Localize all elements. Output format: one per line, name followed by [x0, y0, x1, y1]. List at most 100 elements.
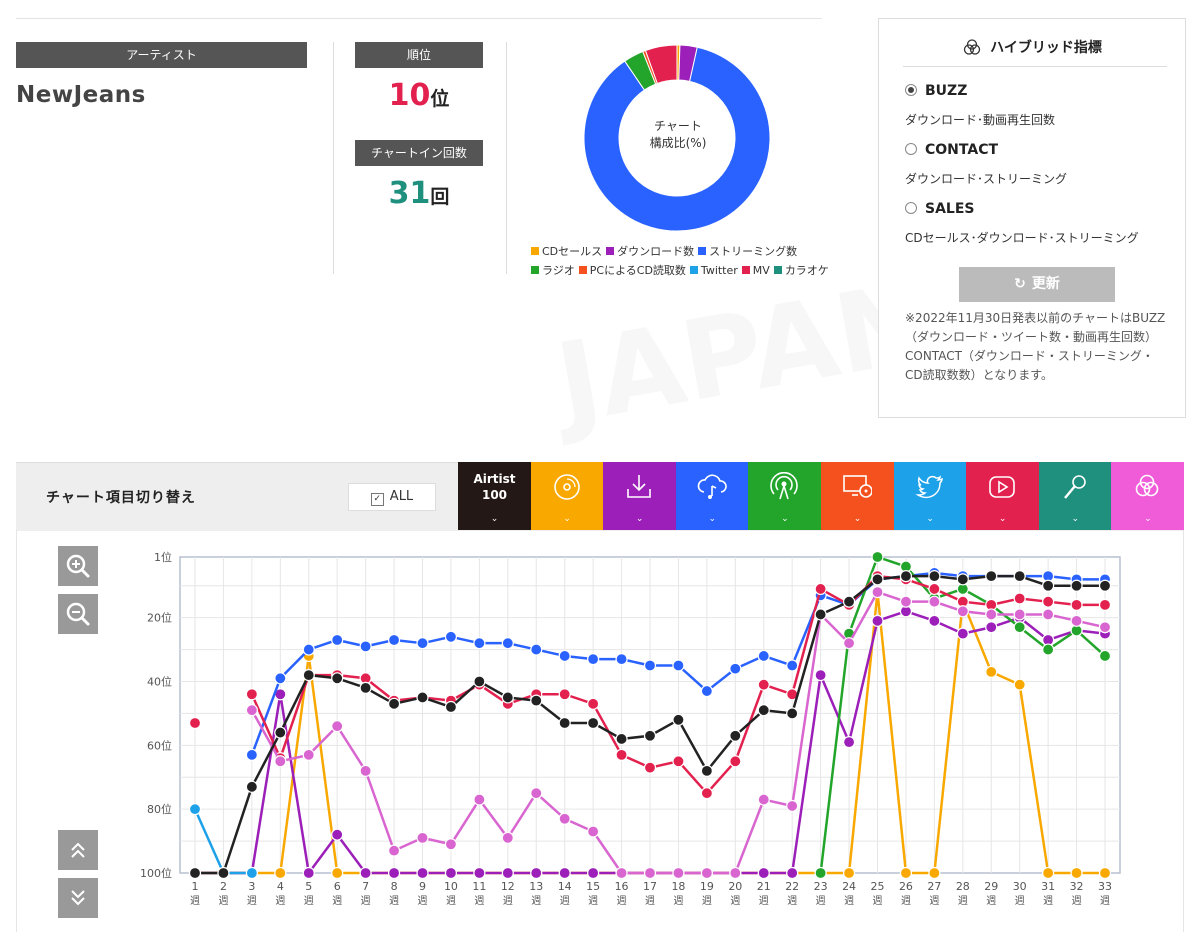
data-point-streaming[interactable]	[729, 662, 742, 675]
data-point-airtist[interactable]	[188, 866, 202, 880]
data-point-hybrid[interactable]	[387, 844, 401, 857]
zoom-in-button[interactable]	[58, 546, 98, 586]
data-point-mv[interactable]	[1042, 595, 1055, 608]
refresh-button[interactable]: ↻ 更新	[959, 267, 1115, 302]
data-point-mv[interactable]	[700, 787, 713, 800]
data-point-download[interactable]	[871, 614, 884, 627]
data-point-airtist[interactable]	[416, 691, 429, 704]
data-point-hybrid[interactable]	[416, 831, 429, 844]
data-point-airtist[interactable]	[985, 570, 998, 583]
data-point-airtist[interactable]	[217, 866, 230, 880]
data-point-hybrid[interactable]	[274, 755, 287, 768]
radio-indicator[interactable]	[905, 84, 917, 96]
data-point-airtist[interactable]	[444, 700, 458, 714]
all-checkbox[interactable]: ✓ ALL	[348, 483, 436, 511]
data-point-download[interactable]	[359, 866, 372, 880]
scroll-bottom-button[interactable]	[58, 878, 98, 918]
data-point-download[interactable]	[928, 614, 941, 627]
tab-cd-sales[interactable]: ⌄	[530, 462, 604, 530]
data-point-mv[interactable]	[672, 755, 685, 768]
data-point-twitter[interactable]	[188, 803, 202, 816]
data-point-hybrid[interactable]	[302, 748, 315, 761]
data-point-streaming[interactable]	[700, 684, 713, 698]
data-point-airtist[interactable]	[1070, 579, 1083, 592]
data-point-mv[interactable]	[757, 678, 770, 691]
data-point-download[interactable]	[473, 866, 486, 880]
data-point-hybrid[interactable]	[1013, 608, 1026, 621]
radio-indicator[interactable]	[905, 202, 917, 214]
data-point-mv[interactable]	[814, 582, 827, 596]
data-point-airtist[interactable]	[302, 669, 315, 682]
zoom-out-button[interactable]	[58, 594, 98, 634]
data-point-download[interactable]	[530, 866, 543, 880]
data-point-airtist[interactable]	[871, 573, 884, 586]
data-point-airtist[interactable]	[672, 713, 685, 726]
tab-karaoke[interactable]: ⌄	[1038, 462, 1112, 530]
data-point-streaming[interactable]	[331, 633, 344, 647]
data-point-download[interactable]	[387, 866, 401, 880]
data-point-cd[interactable]	[1098, 866, 1112, 880]
data-point-mv[interactable]	[643, 761, 657, 774]
data-point-airtist[interactable]	[814, 608, 827, 621]
data-point-hybrid[interactable]	[928, 595, 941, 608]
data-point-airtist[interactable]	[1098, 579, 1112, 592]
data-point-mv[interactable]	[729, 755, 742, 768]
data-point-streaming[interactable]	[672, 659, 685, 672]
tab-twitter[interactable]: ⌄	[893, 462, 967, 530]
data-point-cd[interactable]	[274, 866, 287, 880]
data-point-airtist[interactable]	[387, 697, 401, 710]
tab-streaming[interactable]: ⌄	[675, 462, 749, 530]
tab-download[interactable]: ⌄	[603, 462, 677, 530]
data-point-airtist[interactable]	[899, 570, 913, 583]
data-point-download[interactable]	[331, 828, 344, 841]
data-point-hybrid[interactable]	[615, 866, 628, 880]
data-point-airtist[interactable]	[473, 675, 486, 688]
data-point-hybrid[interactable]	[331, 720, 344, 733]
data-point-hybrid[interactable]	[842, 637, 856, 650]
data-point-airtist[interactable]	[501, 691, 514, 704]
data-point-airtist[interactable]	[842, 595, 856, 608]
data-point-mv[interactable]	[1013, 592, 1026, 605]
tab-hybrid[interactable]: ⌄	[1111, 462, 1185, 530]
data-point-download[interactable]	[757, 866, 770, 880]
radio-contact[interactable]: CONTACT	[905, 142, 998, 158]
data-point-airtist[interactable]	[558, 716, 571, 730]
data-point-hybrid[interactable]	[700, 866, 713, 880]
data-point-streaming[interactable]	[587, 653, 600, 666]
data-point-mv[interactable]	[1098, 598, 1112, 611]
data-point-streaming[interactable]	[274, 672, 287, 685]
tab-pc-cd-read[interactable]: ⌄	[821, 462, 894, 530]
data-point-radio[interactable]	[1013, 621, 1026, 634]
data-point-airtist[interactable]	[274, 726, 287, 739]
data-point-hybrid[interactable]	[501, 831, 514, 844]
data-point-streaming[interactable]	[786, 659, 799, 672]
data-point-cd[interactable]	[1070, 866, 1083, 880]
tab-mv[interactable]: ⌄	[966, 462, 1040, 530]
data-point-download[interactable]	[501, 866, 514, 880]
data-point-airtist[interactable]	[786, 707, 799, 720]
data-point-download[interactable]	[587, 866, 600, 880]
data-point-cd[interactable]	[842, 866, 856, 880]
data-point-mv[interactable]	[1070, 598, 1083, 611]
data-point-hybrid[interactable]	[899, 595, 913, 608]
data-point-mv[interactable]	[245, 688, 258, 701]
radio-indicator[interactable]	[905, 143, 917, 155]
data-point-hybrid[interactable]	[871, 586, 884, 599]
data-point-streaming[interactable]	[501, 637, 514, 650]
tab-airtist[interactable]: Airtist 100 ⌄	[458, 462, 531, 530]
data-point-download[interactable]	[786, 866, 799, 880]
data-point-airtist[interactable]	[615, 732, 628, 746]
data-point-cd[interactable]	[1042, 866, 1055, 880]
data-point-radio[interactable]	[871, 550, 884, 564]
data-point-cd[interactable]	[985, 665, 998, 679]
data-point-streaming[interactable]	[558, 649, 571, 663]
data-point-hybrid[interactable]	[558, 812, 571, 825]
data-point-radio[interactable]	[1098, 649, 1112, 663]
data-point-streaming[interactable]	[615, 653, 628, 666]
data-point-airtist[interactable]	[331, 672, 344, 685]
data-point-streaming[interactable]	[387, 633, 401, 647]
data-point-airtist[interactable]	[928, 570, 941, 583]
data-point-mv[interactable]	[587, 697, 600, 710]
data-point-radio[interactable]	[1042, 643, 1055, 656]
data-point-airtist[interactable]	[956, 573, 969, 586]
